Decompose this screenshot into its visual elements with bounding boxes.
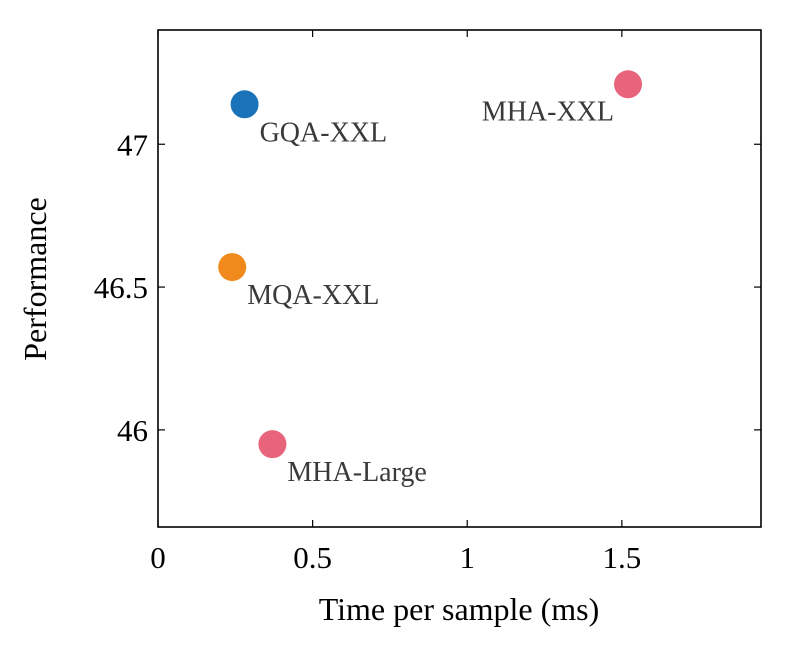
x-axis-ticks: 0 0.5 1 1.5: [150, 30, 641, 575]
data-point: [258, 430, 287, 459]
x-tick-label: 1.5: [602, 540, 641, 575]
data-point: [614, 70, 643, 99]
y-tick-label: 47: [117, 127, 148, 162]
data-points: MHA-XXL GQA-XXL MQA-XXL MHA-Large: [218, 70, 643, 488]
point-label: MQA-XXL: [247, 280, 379, 311]
y-axis-title: Performance: [17, 197, 53, 360]
x-tick-label: 0: [150, 540, 166, 575]
y-tick-label: 46.5: [94, 270, 148, 305]
point-label: MHA-Large: [287, 457, 426, 488]
x-tick-label: 1: [459, 540, 475, 575]
data-point: [230, 90, 259, 119]
plot-frame: [157, 29, 762, 528]
x-tick-label: 0.5: [293, 540, 332, 575]
y-tick-label: 46: [117, 413, 148, 448]
y-axis-ticks: 46 46.5 47: [94, 127, 761, 448]
data-point: [218, 253, 247, 282]
point-label: GQA-XXL: [260, 117, 388, 148]
x-axis-title: Time per sample (ms): [319, 591, 600, 627]
point-label: MHA-XXL: [482, 96, 614, 127]
